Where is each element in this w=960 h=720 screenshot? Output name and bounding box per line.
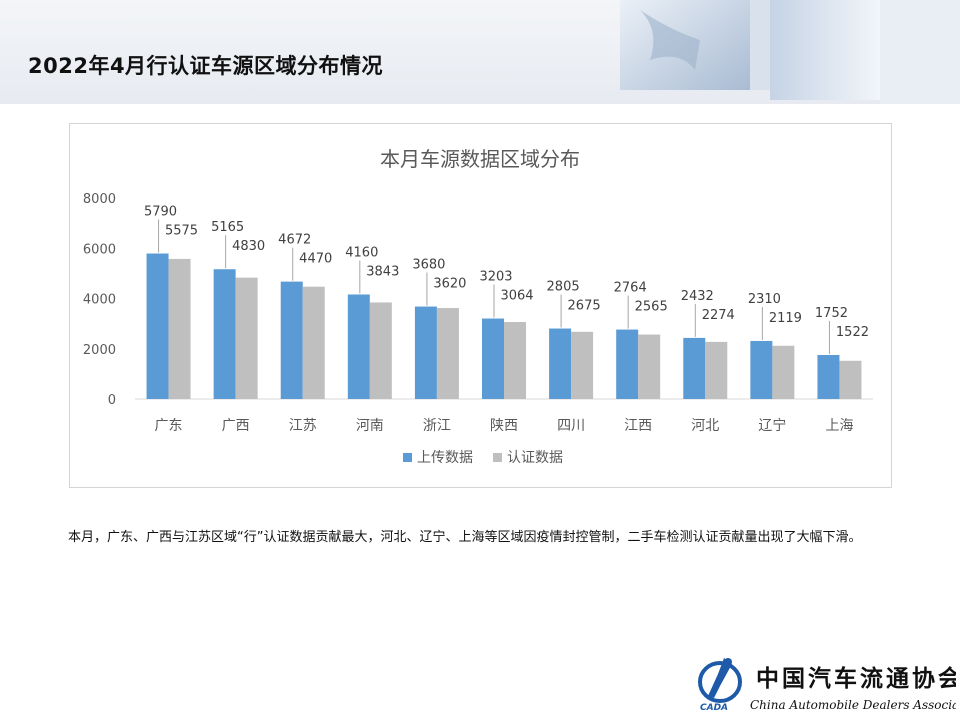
logo-en-name: China Automobile Dealers Association <box>750 698 956 712</box>
logo-ring-icon <box>698 661 742 703</box>
caption-text: 本月，广东、广西与江苏区域“行”认证数据贡献最大，河北、辽宁、上海等区域因疫情封… <box>68 530 862 545</box>
data-label-upload: 1752 <box>815 306 848 321</box>
y-tick-label: 0 <box>108 393 116 408</box>
bar-upload <box>750 340 773 399</box>
y-tick-label: 8000 <box>83 192 116 207</box>
data-label-certified: 4830 <box>232 239 265 254</box>
bar-upload <box>213 269 236 399</box>
bar-certified <box>705 341 728 399</box>
data-label-upload: 2764 <box>614 281 647 296</box>
bar-upload <box>549 328 572 399</box>
data-label-certified: 1522 <box>836 325 869 340</box>
legend-swatch <box>493 453 502 462</box>
data-label-upload: 5165 <box>211 220 244 235</box>
x-tick-label: 辽宁 <box>758 417 786 434</box>
logo-cn-name: 中国汽车流通协会 <box>756 665 956 692</box>
y-tick-label: 2000 <box>83 343 116 358</box>
header-decoration <box>620 0 960 104</box>
legend: 上传数据 认证数据 <box>403 450 563 466</box>
bar-upload <box>482 318 504 399</box>
x-tick-label: 浙江 <box>423 418 451 434</box>
x-tick-label: 陕西 <box>490 418 518 434</box>
legend-label: 上传数据 <box>417 450 473 466</box>
bar-upload <box>414 306 437 399</box>
x-tick-label: 河北 <box>691 418 719 434</box>
data-label-certified: 3620 <box>433 277 466 292</box>
data-label-certified: 2565 <box>635 300 668 315</box>
data-label-upload: 4672 <box>278 233 311 248</box>
bar-certified <box>839 360 862 399</box>
data-label-upload: 2432 <box>681 289 714 304</box>
data-label-upload: 4160 <box>345 245 378 260</box>
chart-title: 本月车源数据区域分布 <box>380 147 580 171</box>
bar-certified <box>504 322 526 399</box>
x-tick-label: 江西 <box>624 418 652 434</box>
bar-certified <box>369 302 392 399</box>
bar-certified <box>571 331 594 399</box>
x-tick-label: 江苏 <box>289 418 317 434</box>
bar-upload <box>683 337 706 399</box>
legend-swatch <box>403 453 412 462</box>
bar-certified <box>235 277 258 399</box>
y-tick-label: 6000 <box>83 242 116 257</box>
x-tick-label: 四川 <box>557 418 585 434</box>
data-label-certified: 3064 <box>500 289 533 304</box>
data-label-certified: 5575 <box>165 224 198 239</box>
x-tick-label: 广东 <box>155 418 183 434</box>
chart-canvas: 本月车源数据区域分布 0 2000 4000 6000 8000 5790 5575 516… <box>83 147 873 466</box>
x-tick-label: 上海 <box>825 418 853 434</box>
data-labels: 5790 5575 5165 4830 4672 4470 4160 3843 3680 3620… <box>144 205 869 354</box>
data-label-upload: 3203 <box>479 270 512 285</box>
bar-certified <box>302 286 325 399</box>
data-label-upload: 2805 <box>547 280 580 295</box>
bar-chart: 本月车源数据区域分布 0 2000 4000 6000 8000 5790 5575 516… <box>69 123 892 488</box>
bar-certified <box>772 345 795 399</box>
logo-needle-icon <box>708 658 732 698</box>
data-label-upload: 2310 <box>748 292 781 307</box>
x-tick-label: 河南 <box>356 418 384 434</box>
data-label-certified: 3843 <box>366 264 399 279</box>
data-label-certified: 2675 <box>568 299 601 314</box>
bar-upload <box>280 281 303 399</box>
x-axis: 广东 广西 江苏 河南 浙江 陕西 四川 江西 河北 辽宁 上海 <box>155 417 854 434</box>
y-axis: 0 2000 4000 6000 8000 <box>83 192 116 408</box>
cada-logo: CADA 中国汽车流通协会 China Automobile Dealers A… <box>698 658 956 713</box>
bar-certified <box>168 258 191 399</box>
page-title: 2022年4月行认证车源区域分布情况 <box>28 54 384 78</box>
data-label-certified: 2274 <box>702 308 735 323</box>
y-tick-label: 4000 <box>83 293 116 308</box>
bar-upload <box>616 329 639 399</box>
bar-upload <box>817 354 840 399</box>
data-label-upload: 3680 <box>412 258 445 273</box>
logo-mark-text: CADA <box>700 703 728 713</box>
legend-label: 认证数据 <box>507 450 563 466</box>
bar-certified <box>436 308 459 399</box>
data-label-certified: 2119 <box>769 311 802 326</box>
x-tick-label: 广西 <box>222 418 250 434</box>
bar-upload <box>146 253 169 399</box>
bar-upload <box>347 294 370 399</box>
bar-certified <box>638 334 661 399</box>
bars <box>146 253 862 399</box>
data-label-certified: 4470 <box>299 252 332 267</box>
data-label-upload: 5790 <box>144 205 177 220</box>
